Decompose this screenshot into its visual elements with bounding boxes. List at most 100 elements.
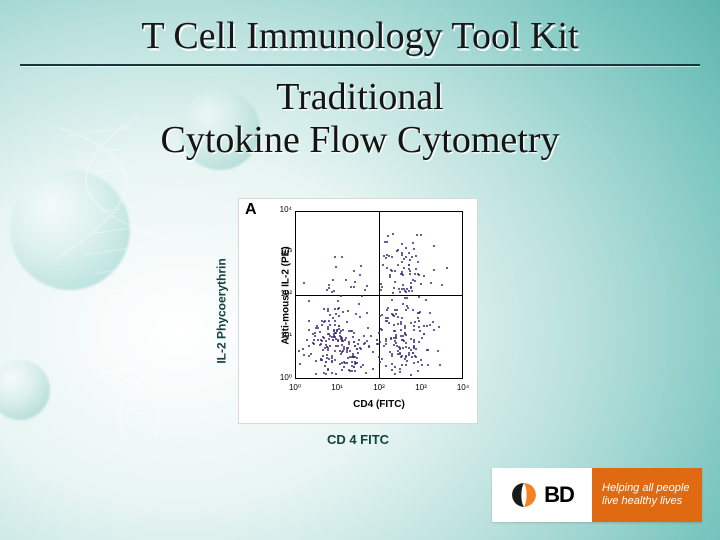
scatter-point	[391, 369, 393, 371]
scatter-point	[416, 234, 418, 236]
scatter-point	[361, 295, 363, 297]
scatter-point	[339, 332, 341, 334]
scatter-point	[362, 364, 364, 366]
scatter-point	[420, 234, 422, 236]
scatter-point	[385, 317, 387, 319]
scatter-point	[400, 273, 402, 275]
scatter-point	[400, 321, 402, 323]
scatter-point	[334, 320, 336, 322]
scatter-point	[413, 341, 415, 343]
scatter-point	[366, 340, 368, 342]
xtick: 10¹	[327, 383, 347, 392]
scatter-point	[322, 355, 324, 357]
scatter-point	[401, 317, 403, 319]
subtitle-block: Traditional Cytokine Flow Cytometry Trad…	[0, 76, 720, 161]
scatter-point	[339, 363, 341, 365]
scatter-point	[343, 348, 345, 350]
scatter-point	[333, 290, 335, 292]
scatter-point	[342, 329, 344, 331]
scatter-point	[408, 264, 410, 266]
title-bar: T Cell Immunology Tool Kit T Cell Immuno…	[0, 0, 720, 66]
scatter-point	[354, 345, 356, 347]
scatter-point	[353, 332, 355, 334]
scatter-point	[382, 264, 384, 266]
scatter-point	[403, 340, 405, 342]
scatter-point	[401, 243, 403, 245]
scatter-point	[390, 337, 392, 339]
scatter-point	[329, 314, 331, 316]
scatter-point	[405, 256, 407, 258]
scatter-point	[358, 339, 360, 341]
scatter-point	[346, 362, 348, 364]
quadrant-hline	[296, 295, 462, 296]
scatter-point	[326, 289, 328, 291]
scatter-point	[414, 321, 416, 323]
scatter-point	[327, 349, 329, 351]
scatter-point	[357, 352, 359, 354]
scatter-point	[325, 373, 327, 375]
scatter-point	[303, 282, 305, 284]
tagline-line2: live healthy lives	[602, 495, 692, 508]
scatter-point	[315, 327, 317, 329]
scatter-point	[409, 270, 411, 272]
scatter-point	[397, 316, 399, 318]
scatter-point	[352, 336, 354, 338]
scatter-point	[430, 282, 432, 284]
scatter-point	[308, 345, 310, 347]
scatter-point	[410, 374, 412, 376]
scatter-point	[324, 365, 326, 367]
scatter-point	[394, 281, 396, 283]
scatter-point	[349, 350, 351, 352]
scatter-point	[381, 286, 383, 288]
xtick: 10²	[369, 383, 389, 392]
scatter-point	[331, 372, 333, 374]
scatter-point	[396, 309, 398, 311]
scatter-point	[392, 292, 394, 294]
scatter-point	[393, 330, 395, 332]
scatter-point	[388, 322, 390, 324]
scatter-point	[331, 291, 333, 293]
ytick: 10⁰	[272, 373, 292, 382]
tagline-line1: Helping all people	[602, 482, 692, 495]
decor-sphere	[0, 360, 50, 420]
scatter-point	[332, 339, 334, 341]
scatter-point	[359, 274, 361, 276]
scatter-point	[367, 327, 369, 329]
scatter-point	[308, 329, 310, 331]
scatter-point	[418, 326, 420, 328]
scatter-point	[381, 314, 383, 316]
scatter-point	[402, 347, 404, 349]
scatter-point	[366, 312, 368, 314]
scatter-point	[412, 309, 414, 311]
scatter-point	[358, 303, 360, 305]
scatter-point	[327, 368, 329, 370]
scatter-point	[389, 274, 391, 276]
scatter-point	[321, 340, 323, 342]
scatter-point	[376, 339, 378, 341]
scatter-point	[368, 346, 370, 348]
scatter-point	[401, 254, 403, 256]
scatter-point	[334, 256, 336, 258]
scatter-point	[418, 312, 420, 314]
scatter-point	[395, 313, 397, 315]
scatter-point	[402, 274, 404, 276]
scatter-point	[340, 353, 342, 355]
scatter-point	[351, 370, 353, 372]
scatter-point	[343, 366, 345, 368]
scatter-point	[412, 242, 414, 244]
scatter-point	[341, 369, 343, 371]
scatter-point	[410, 282, 412, 284]
scatter-point	[399, 371, 401, 373]
scatter-point	[402, 284, 404, 286]
scatter-point	[370, 335, 372, 337]
scatter-point	[414, 280, 416, 282]
scatter-point	[397, 350, 399, 352]
scatter-point	[316, 325, 318, 327]
scatter-point	[327, 310, 329, 312]
scatter-point	[339, 350, 341, 352]
scatter-point	[320, 359, 322, 361]
scatter-point	[402, 303, 404, 305]
scatter-point	[412, 279, 414, 281]
scatter-point	[401, 261, 403, 263]
scatter-point	[327, 328, 329, 330]
